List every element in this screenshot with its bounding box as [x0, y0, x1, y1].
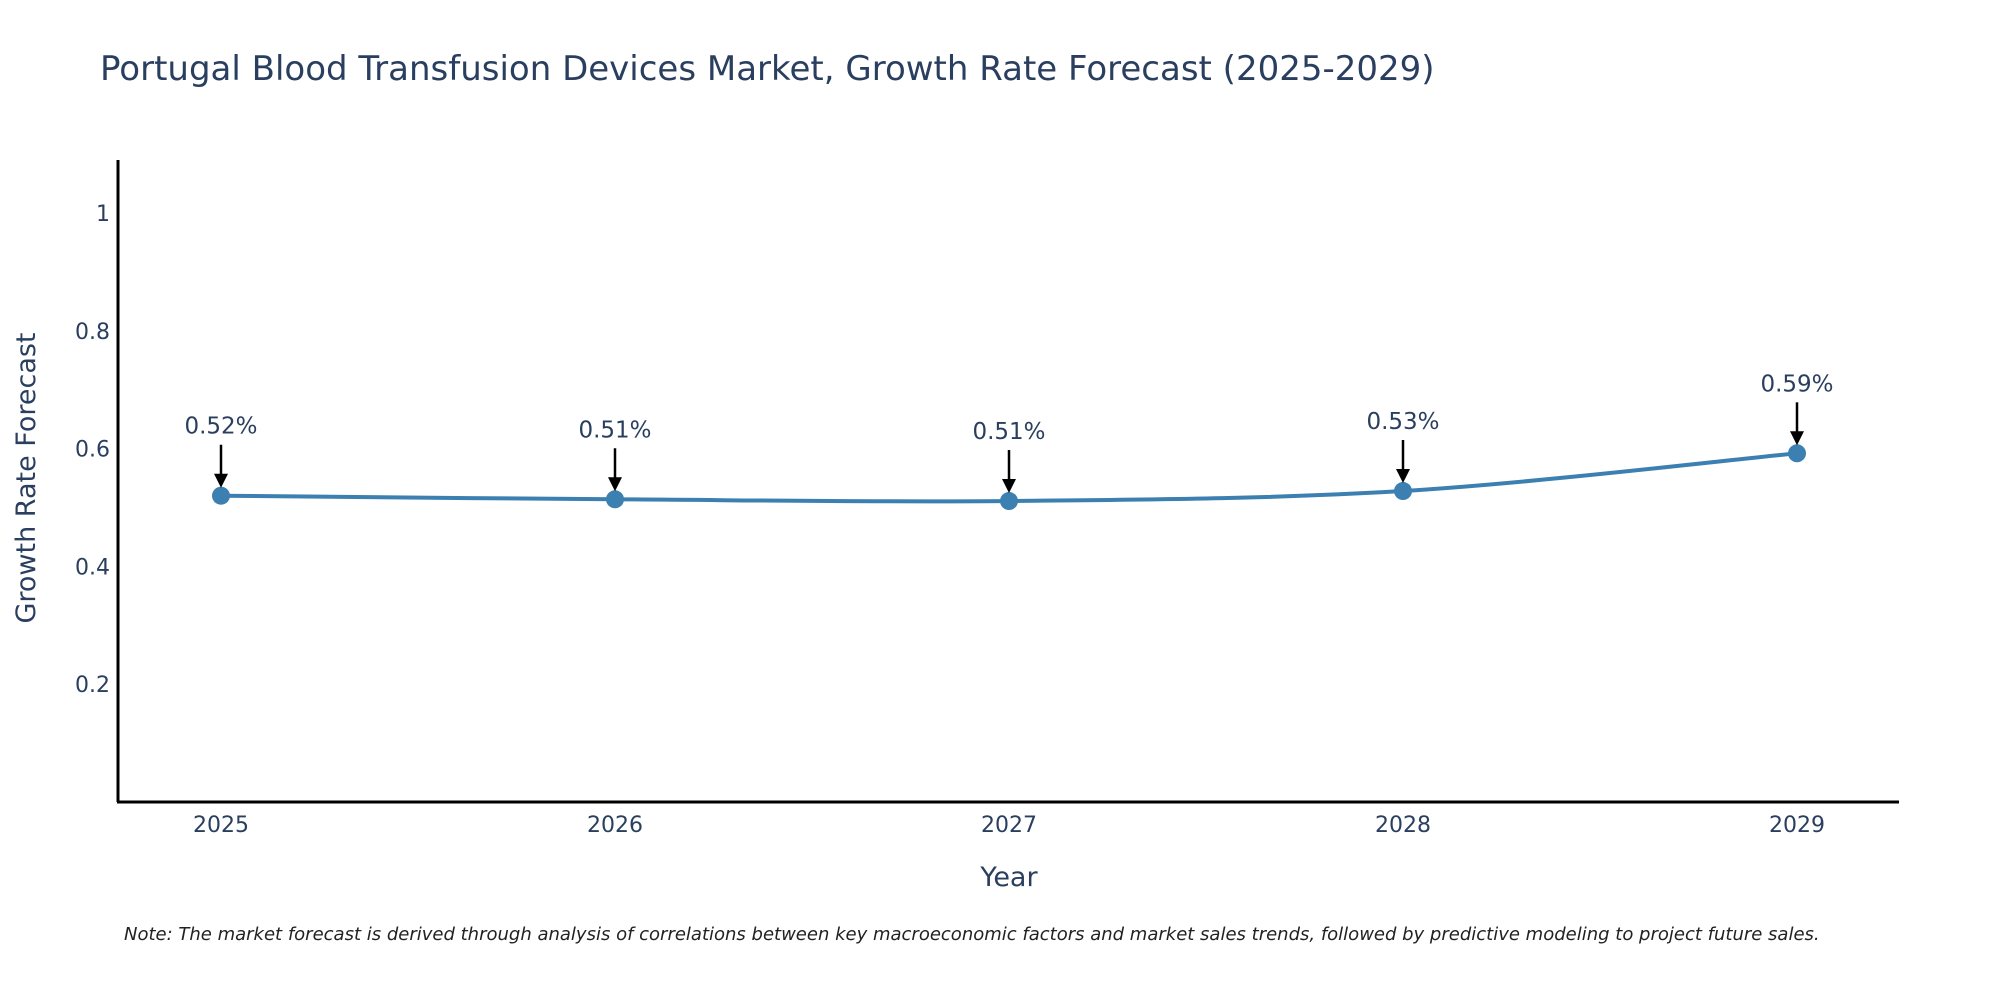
y-tick-label: 1	[96, 202, 110, 227]
data-point-marker	[1000, 492, 1018, 511]
annotation-arrow-head	[214, 473, 228, 488]
plot-area: 0.2 0.4 0.6 0.8 1 2025 2026 2027 2028 2029 0.52%…	[75, 160, 1899, 838]
x-axis-title: Year	[979, 862, 1038, 893]
data-point-marker	[606, 490, 624, 509]
footnote: Note: The market forecast is derived thr…	[124, 924, 1820, 945]
data-label: 0.52%	[184, 414, 257, 440]
data-point-marker	[1788, 444, 1806, 463]
x-tick-label: 2025	[193, 813, 249, 838]
annotation-arrow-head	[608, 477, 622, 492]
data-point-marker	[212, 486, 230, 505]
y-tick-label: 0.4	[75, 555, 110, 580]
x-tick-label: 2027	[981, 813, 1037, 838]
x-tick-label: 2029	[1769, 813, 1825, 838]
y-ticks: 0.2 0.4 0.6 0.8 1	[75, 202, 110, 698]
annotation-arrow-head	[1396, 469, 1410, 484]
x-tick-label: 2026	[587, 813, 643, 838]
annotation-arrow-head	[1002, 479, 1016, 494]
data-label: 0.53%	[1366, 409, 1439, 435]
markers	[212, 444, 1806, 511]
x-tick-label: 2028	[1375, 813, 1431, 838]
y-tick-label: 0.6	[75, 438, 110, 463]
annotation-arrow-head	[1790, 431, 1804, 446]
data-label: 0.51%	[972, 419, 1045, 445]
annotations: 0.52% 0.51% 0.51% 0.53% 0.59%	[184, 371, 1834, 494]
x-ticks: 2025 2026 2027 2028 2029	[193, 813, 1825, 838]
data-point-marker	[1394, 482, 1412, 501]
y-axis-title: Growth Rate Forecast	[11, 332, 42, 623]
data-label: 0.59%	[1760, 371, 1833, 397]
data-label: 0.51%	[578, 417, 651, 443]
chart-title: Portugal Blood Transfusion Devices Marke…	[100, 49, 1435, 89]
y-tick-label: 0.2	[75, 673, 110, 698]
y-tick-label: 0.8	[75, 320, 110, 345]
